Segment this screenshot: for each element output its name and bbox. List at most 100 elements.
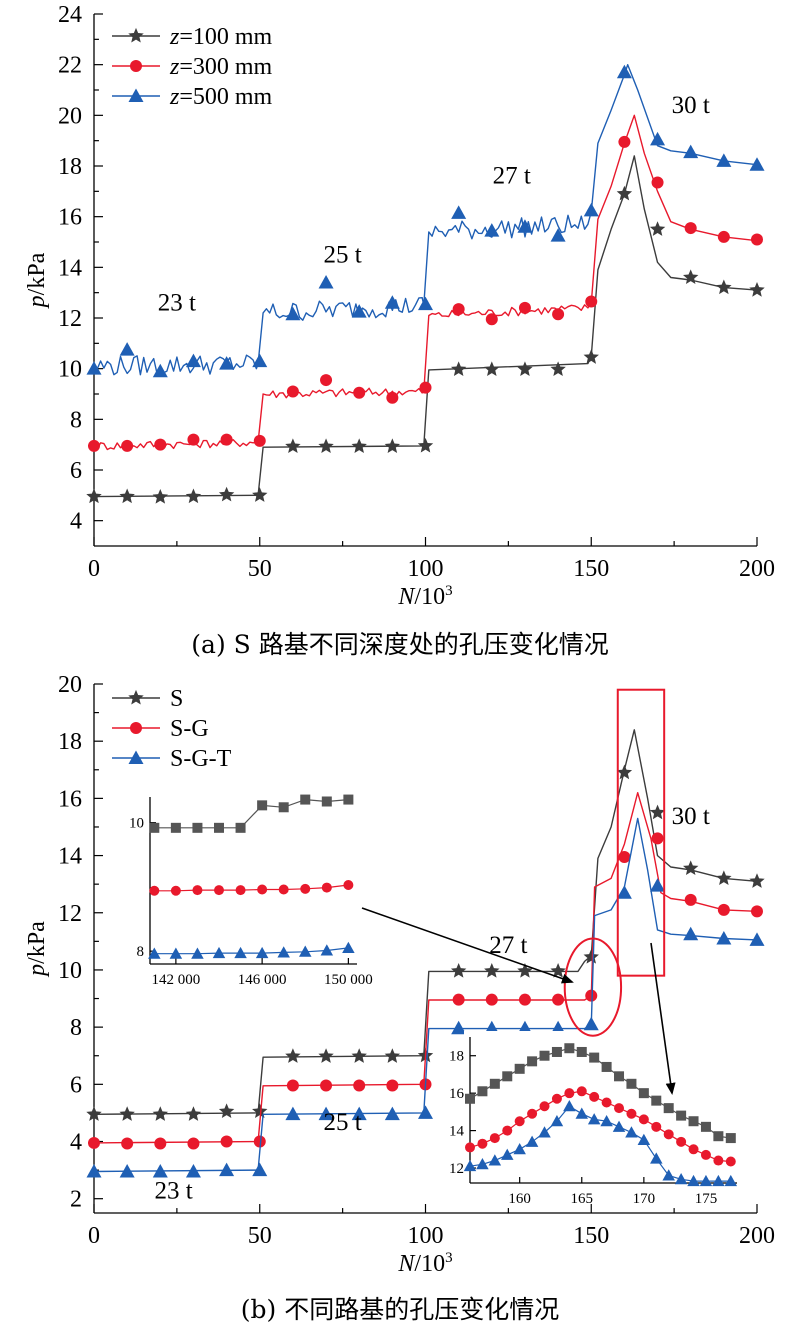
data-marker <box>452 993 465 1006</box>
data-marker <box>749 873 765 888</box>
x-tick-label: 170 <box>633 1191 656 1207</box>
inset-data-marker <box>257 884 268 895</box>
inset-data-marker <box>170 885 181 896</box>
inset-data-marker <box>320 944 334 956</box>
data-marker <box>386 1079 399 1092</box>
inset-data-marker <box>576 1086 587 1097</box>
inset-data-marker <box>637 1133 651 1145</box>
data-marker <box>684 222 697 235</box>
inset-data-marker <box>687 1174 700 1187</box>
data-marker <box>119 1164 135 1178</box>
inset-data-marker <box>699 1174 713 1187</box>
data-marker <box>351 1106 367 1121</box>
series-z-500-mm <box>86 64 765 378</box>
y-tick-label: 16 <box>58 786 82 812</box>
inset-data-marker <box>502 1125 513 1136</box>
y-axis-title: p/kPa <box>24 252 50 309</box>
inset-data-marker <box>277 946 290 958</box>
x-tick-label: 200 <box>739 1223 775 1249</box>
inset-data-marker <box>476 1158 489 1170</box>
series-line <box>93 792 758 1144</box>
x-tick-label: 0 <box>88 1223 100 1249</box>
y-tick-label: 6 <box>70 458 82 484</box>
legend-marker <box>130 722 142 734</box>
inset-data-marker <box>170 822 181 833</box>
inset-data-marker <box>343 794 354 805</box>
data-marker <box>88 439 100 452</box>
inset-data-marker <box>626 1078 637 1089</box>
y-tick-label: 18 <box>58 729 82 755</box>
series-z-300-mm <box>88 114 763 452</box>
data-marker <box>616 185 633 201</box>
data-marker <box>253 1135 266 1148</box>
data-marker <box>552 993 565 1006</box>
y-tick-label: 4 <box>70 509 82 535</box>
data-marker <box>650 878 666 892</box>
data-marker <box>320 1079 333 1092</box>
x-axis-var: N <box>397 1251 416 1277</box>
y-tick-label: 18 <box>58 154 82 180</box>
inset-data-marker <box>688 1116 699 1127</box>
data-marker <box>683 269 699 285</box>
y-tick-label: 12 <box>58 306 82 332</box>
inset-data-marker <box>539 1050 550 1061</box>
data-marker <box>86 361 102 375</box>
data-marker <box>285 1106 301 1121</box>
inset-data-marker <box>688 1144 699 1155</box>
y-axis-var: p <box>24 295 50 309</box>
y-tick-label: 10 <box>129 816 144 832</box>
inset-data-marker <box>525 1135 539 1147</box>
data-marker <box>384 295 400 309</box>
data-marker <box>649 804 666 820</box>
x-tick-label: 50 <box>248 1223 272 1249</box>
x-tick-label: 150 000 <box>324 972 373 988</box>
data-marker <box>152 489 168 504</box>
data-marker <box>253 434 266 447</box>
data-marker <box>716 153 732 167</box>
inset-data-marker <box>587 1113 601 1125</box>
inset-series-s <box>149 794 354 833</box>
data-marker <box>252 353 268 368</box>
inset-right-chart: 160 165 170 175 12 14 16 18 <box>449 1031 743 1207</box>
inset-data-marker <box>650 1152 663 1164</box>
y-tick-label: 22 <box>58 53 82 79</box>
inset-data-marker <box>663 1103 674 1114</box>
data-marker <box>187 1137 200 1150</box>
data-marker <box>749 932 765 946</box>
data-marker <box>485 993 498 1006</box>
data-marker <box>749 157 765 171</box>
data-marker <box>185 353 201 368</box>
zoom-arrow-left <box>361 907 574 984</box>
data-marker <box>618 850 631 863</box>
series-line <box>93 155 758 498</box>
x-tick-label: 0 <box>88 556 100 582</box>
inset-series-line <box>469 1105 731 1182</box>
load-annotation: 25 t <box>324 1109 362 1136</box>
data-marker <box>218 486 235 502</box>
x-axis-unit: /10 <box>414 584 445 610</box>
legend-label: S-G-T <box>170 746 232 772</box>
y-tick-label: 10 <box>58 357 82 383</box>
inset-series-line <box>154 798 349 829</box>
data-marker <box>318 1048 334 1063</box>
data-marker <box>484 1020 500 1035</box>
data-marker <box>320 374 333 387</box>
x-tick-label: 50 <box>248 556 272 582</box>
inset-background <box>464 1031 743 1189</box>
inset-data-marker <box>575 1107 589 1119</box>
data-marker <box>86 1164 102 1178</box>
inset-data-marker <box>463 1159 477 1172</box>
inset-data-marker <box>477 1138 488 1149</box>
data-marker <box>285 306 301 321</box>
inset-background <box>144 791 363 970</box>
data-marker <box>751 905 763 918</box>
legend-label: S <box>170 686 183 712</box>
inset-series-line <box>469 1090 731 1163</box>
y-axis-unit: /kPa <box>24 252 50 295</box>
inset-series-s-g-t <box>148 941 355 959</box>
y-tick-label: 24 <box>58 2 82 28</box>
data-marker <box>384 1106 400 1121</box>
inset-data-marker <box>564 1088 575 1099</box>
data-marker <box>717 230 730 243</box>
